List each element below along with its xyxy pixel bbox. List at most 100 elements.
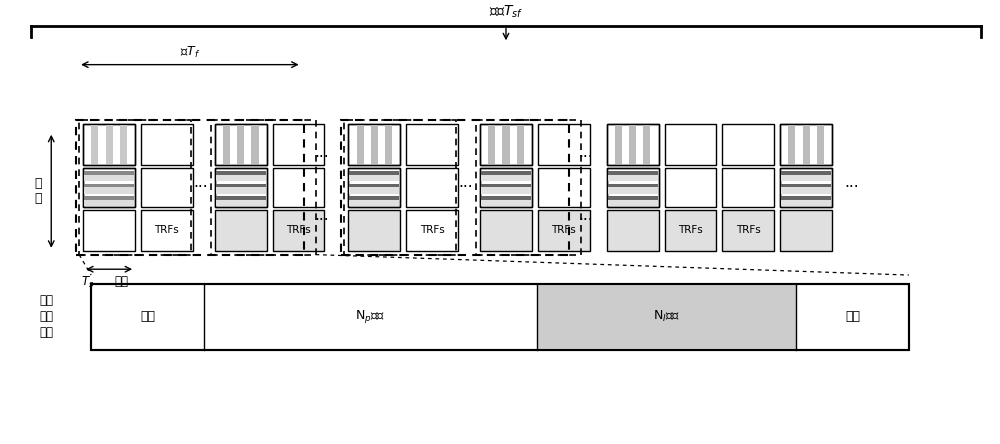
Bar [349,196,399,200]
Bar [643,125,650,164]
Text: 随机
接入
时隙: 随机 接入 时隙 [39,294,53,340]
Bar [215,168,267,207]
Bar [84,175,134,181]
Bar [607,168,659,207]
Bar [480,210,532,251]
Bar [348,168,400,207]
Bar [538,210,590,251]
Text: ···: ··· [459,180,473,195]
Bar [216,175,266,181]
Bar [215,168,267,207]
Bar [79,120,191,254]
Bar [480,124,532,165]
Bar [665,210,716,251]
Bar [237,125,244,164]
Bar [84,171,134,175]
Bar [211,120,316,254]
Bar [385,125,392,164]
Bar [781,187,831,194]
Bar [83,168,135,207]
Bar [608,175,658,181]
Text: $T_s$: $T_s$ [81,275,94,290]
Bar [120,125,127,164]
Bar [803,125,810,164]
Text: ···: ··· [314,151,329,165]
Bar [91,125,98,164]
Text: TRFs: TRFs [678,225,703,235]
Text: TRFs: TRFs [551,225,576,235]
Bar [83,168,135,207]
Bar [607,124,659,165]
Text: ···: ··· [844,180,859,195]
Bar [538,124,590,165]
Bar [502,125,510,164]
Bar [348,168,400,207]
Text: N$_p$前导: N$_p$前导 [355,309,385,325]
Bar [781,196,831,200]
Bar [781,175,831,181]
Bar [488,125,495,164]
Bar [517,125,524,164]
Bar [480,168,532,207]
Bar [251,125,259,164]
Bar [406,124,458,165]
Bar [665,168,716,207]
Bar [344,120,456,254]
Bar [223,125,230,164]
Bar [481,200,531,206]
Text: TRFs: TRFs [420,225,445,235]
Text: 帧$T_f$: 帧$T_f$ [180,45,200,60]
Text: ···: ··· [578,151,593,165]
Bar [215,124,267,165]
Bar [481,187,531,194]
Bar [357,125,364,164]
Bar [607,124,659,165]
Bar [141,124,193,165]
Bar [83,124,135,165]
Text: N$_I$信令: N$_I$信令 [653,309,680,325]
Text: TRFs: TRFs [155,225,179,235]
Bar [76,120,304,254]
Bar [349,171,399,175]
Text: ···: ··· [314,214,329,229]
Bar [83,124,135,165]
Bar [780,168,832,207]
Bar [615,125,622,164]
Text: ···: ··· [194,180,208,195]
Bar [608,200,658,206]
Text: 时隙: 时隙 [114,275,128,288]
Bar [481,171,531,175]
Bar [780,168,832,207]
Bar [84,187,134,194]
Bar [349,187,399,194]
Text: 载
波: 载 波 [35,177,42,205]
Bar [216,184,266,187]
Bar [781,184,831,187]
Bar [817,125,824,164]
Bar [348,124,400,165]
Bar [215,124,267,165]
Bar [348,210,400,251]
Bar [406,210,458,251]
Bar [538,168,590,207]
Bar [215,210,267,251]
Bar [780,124,832,165]
Text: 保护: 保护 [845,310,860,323]
Bar [722,168,774,207]
Bar [722,210,774,251]
Text: ···: ··· [578,214,593,229]
Bar [141,210,193,251]
Bar [371,125,378,164]
Bar [780,124,832,165]
Bar [481,184,531,187]
Bar [341,120,569,254]
Bar [273,168,324,207]
Text: TRFs: TRFs [736,225,761,235]
Bar [84,200,134,206]
Bar [216,187,266,194]
Bar [476,120,581,254]
Bar [608,196,658,200]
Bar [216,200,266,206]
Bar [781,171,831,175]
Bar [607,168,659,207]
